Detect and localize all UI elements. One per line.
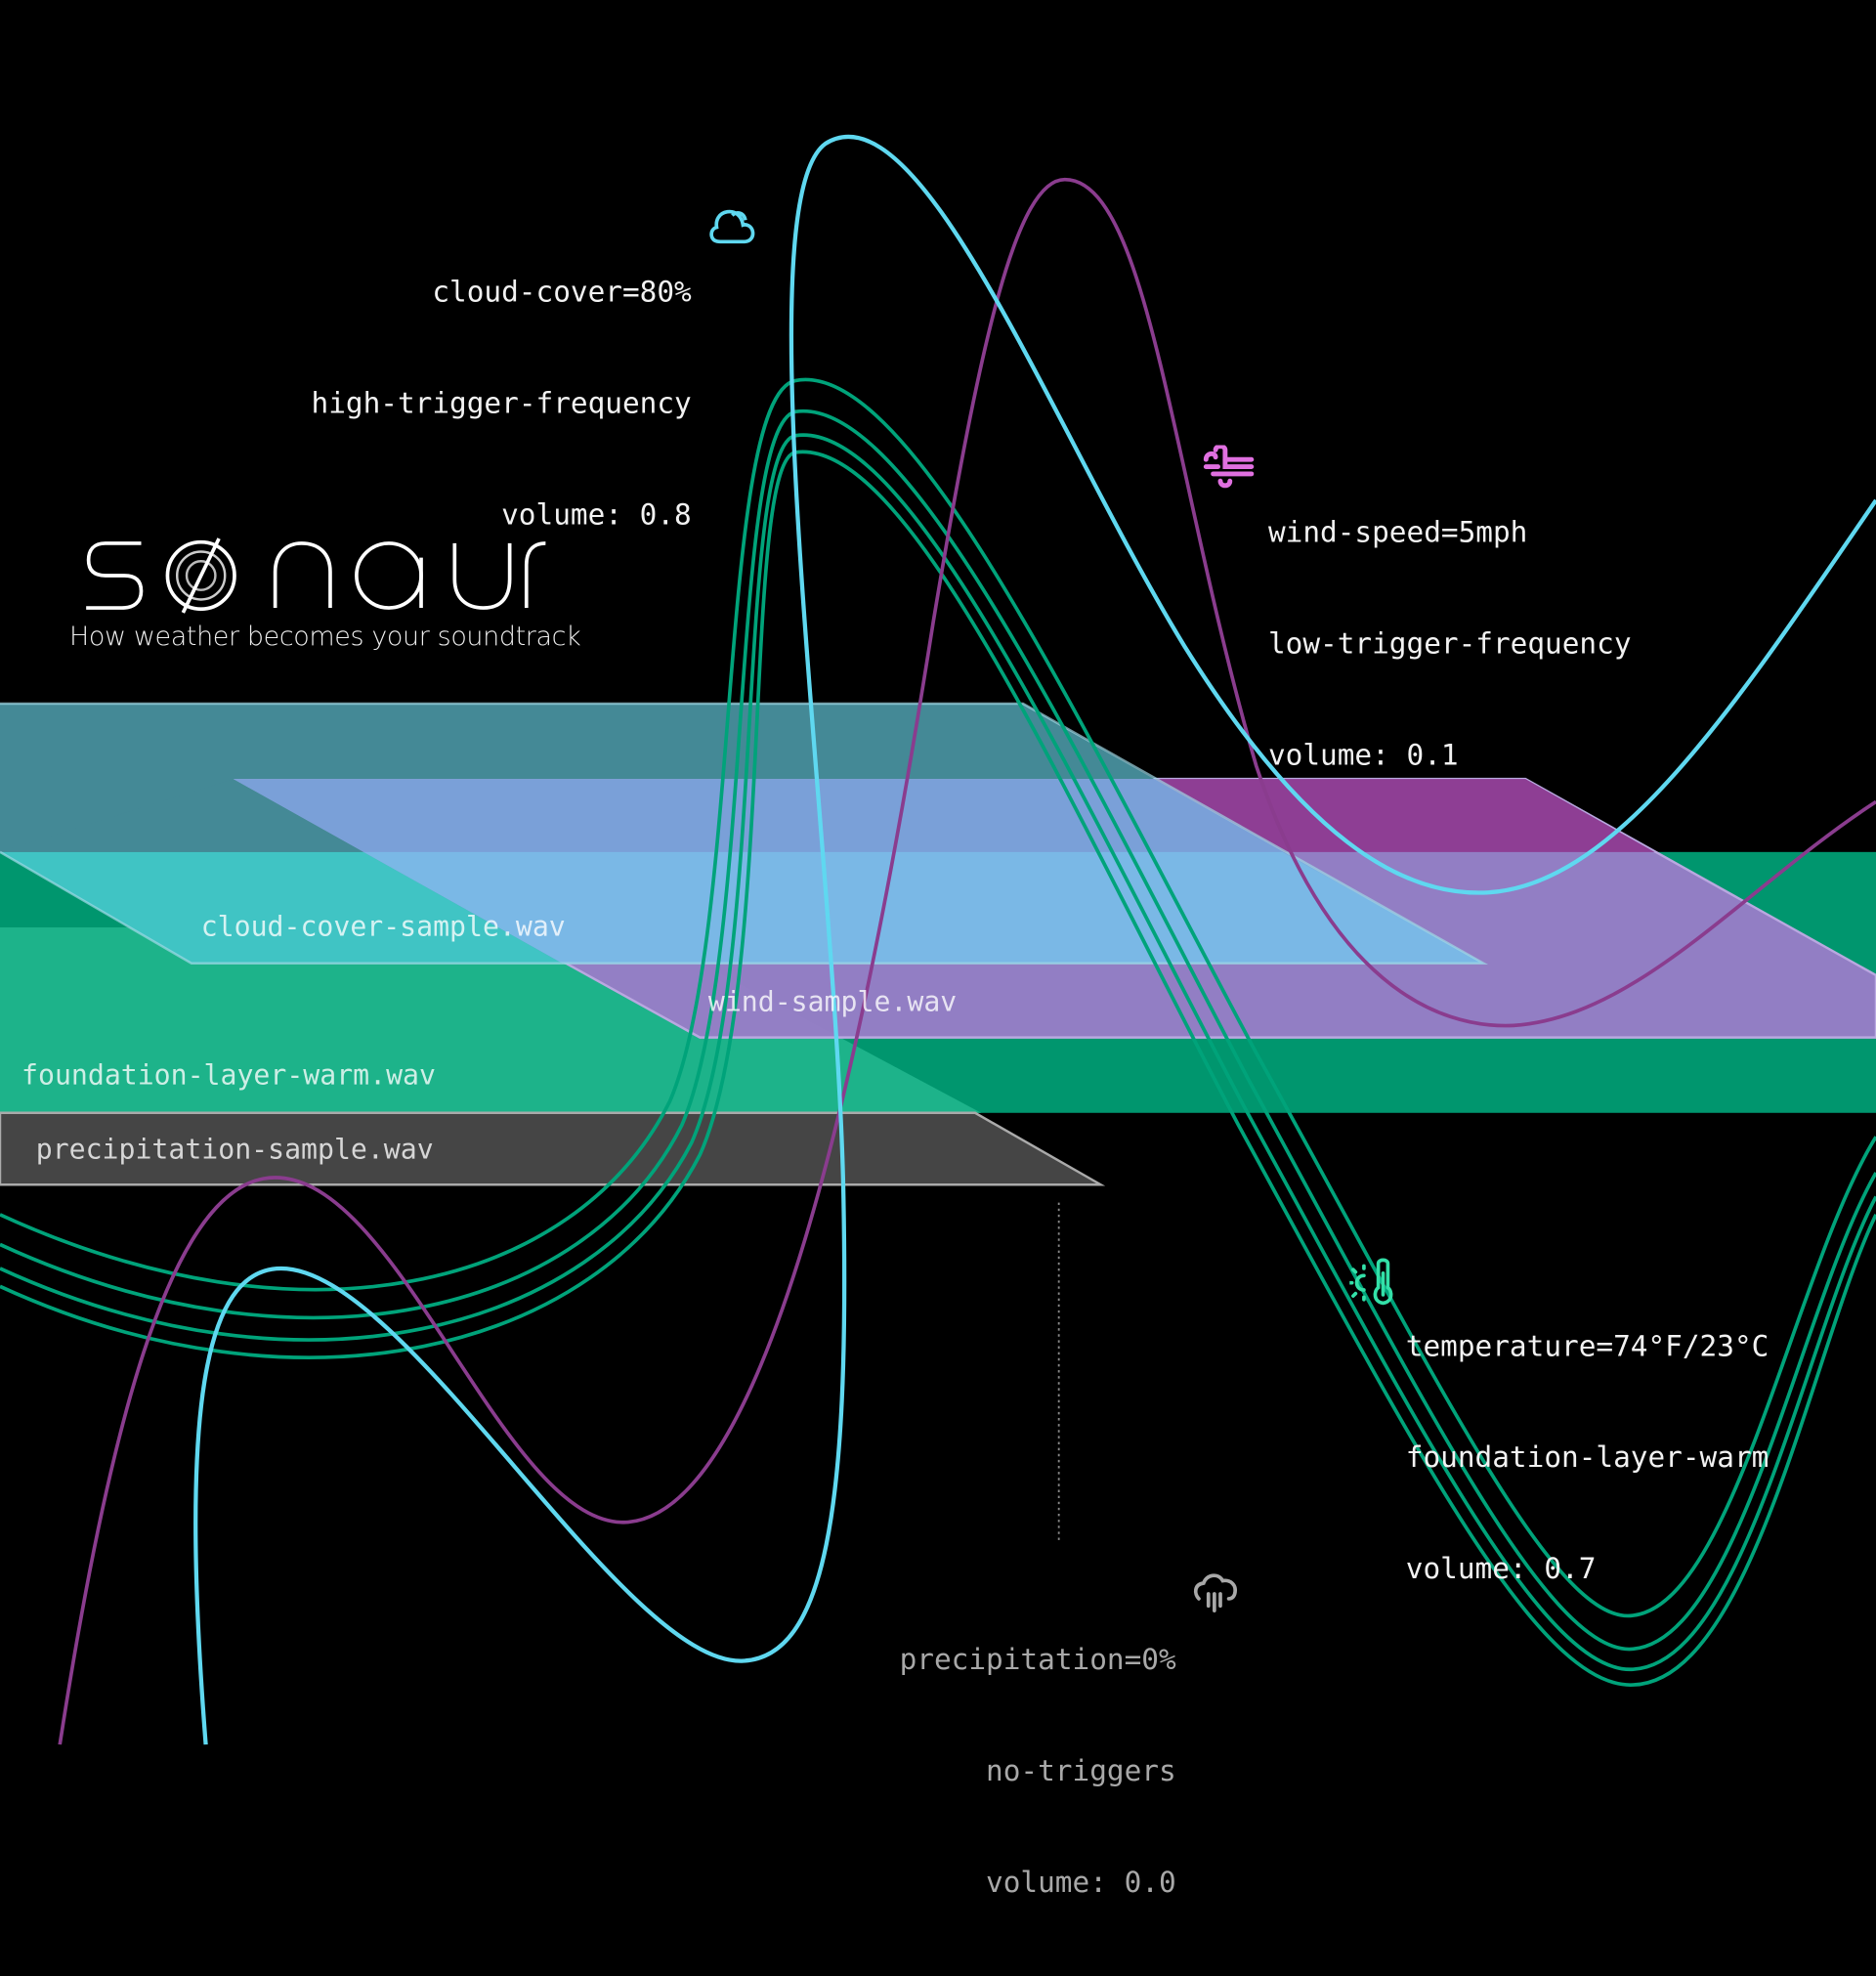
cloud-annotation: cloud-cover=80% high-trigger-frequency v…	[312, 199, 692, 608]
temperature-waves	[0, 377, 1876, 1687]
rain-cloud-icon	[1193, 1573, 1237, 1613]
wind-annotation: wind-speed=5mph low-trigger-frequency vo…	[1268, 441, 1632, 849]
foundation-layer-label: foundation-layer-warm.wav	[21, 1059, 436, 1092]
cloud-wave	[192, 134, 1876, 1745]
temperature-annotation-line: foundation-layer-warm	[1405, 1440, 1769, 1475]
wind-annotation-line: low-trigger-frequency	[1267, 626, 1632, 661]
wind-annotation-line: wind-speed=5mph	[1267, 515, 1528, 550]
cloud-layer-plane-lower	[0, 779, 364, 852]
wind-annotation-line: volume: 0.1	[1267, 738, 1459, 772]
temperature-wave-2	[0, 408, 1876, 1652]
temperature-wave-3	[0, 433, 1876, 1672]
cloud-wind-overlap-low	[363, 851, 1484, 964]
foundation-layer-plane	[0, 926, 982, 1113]
cloud-annotation-line: volume: 0.8	[501, 497, 692, 532]
cloud-layer-label: cloud-cover-sample.wav	[200, 912, 566, 943]
cloud-lower-band	[0, 851, 563, 964]
sonaur-logo	[86, 537, 546, 614]
temperature-wave-1	[0, 377, 1876, 1618]
precipitation-annotation: precipitation=0% no-triggers volume: 0.0	[900, 1568, 1176, 1976]
cloud-annotation-line: cloud-cover=80%	[432, 275, 692, 309]
temperature-annotation: temperature=74°F/23°C foundation-layer-w…	[1406, 1254, 1769, 1662]
layers-and-waves	[0, 134, 1876, 1745]
precipitation-layer-label: precipitation-sample.wav	[35, 1134, 434, 1166]
wind-layer-label: wind-sample.wav	[707, 987, 958, 1019]
wind-plane-top	[1148, 779, 1655, 852]
cloud-icon	[709, 209, 755, 244]
precipitation-annotation-line: volume: 0.0	[986, 1865, 1176, 1900]
cloud-annotation-line: high-trigger-frequency	[311, 386, 692, 420]
temperature-wave-4	[0, 450, 1876, 1687]
temperature-annotation-line: volume: 0.7	[1405, 1552, 1597, 1586]
precipitation-annotation-line: no-triggers	[986, 1754, 1176, 1788]
precipitation-annotation-line: precipitation=0%	[899, 1643, 1176, 1677]
temperature-annotation-line: temperature=74°F/23°C	[1405, 1329, 1769, 1363]
wind-icon	[1203, 445, 1255, 489]
sonaur-visualization: How weather becomes your soundtrack clou…	[0, 134, 1876, 1900]
tagline: How weather becomes your soundtrack	[69, 622, 581, 653]
cloud-plane-outline	[0, 702, 1489, 965]
thermometer-sun-icon	[1349, 1258, 1393, 1306]
wind-wave	[58, 177, 1876, 1745]
